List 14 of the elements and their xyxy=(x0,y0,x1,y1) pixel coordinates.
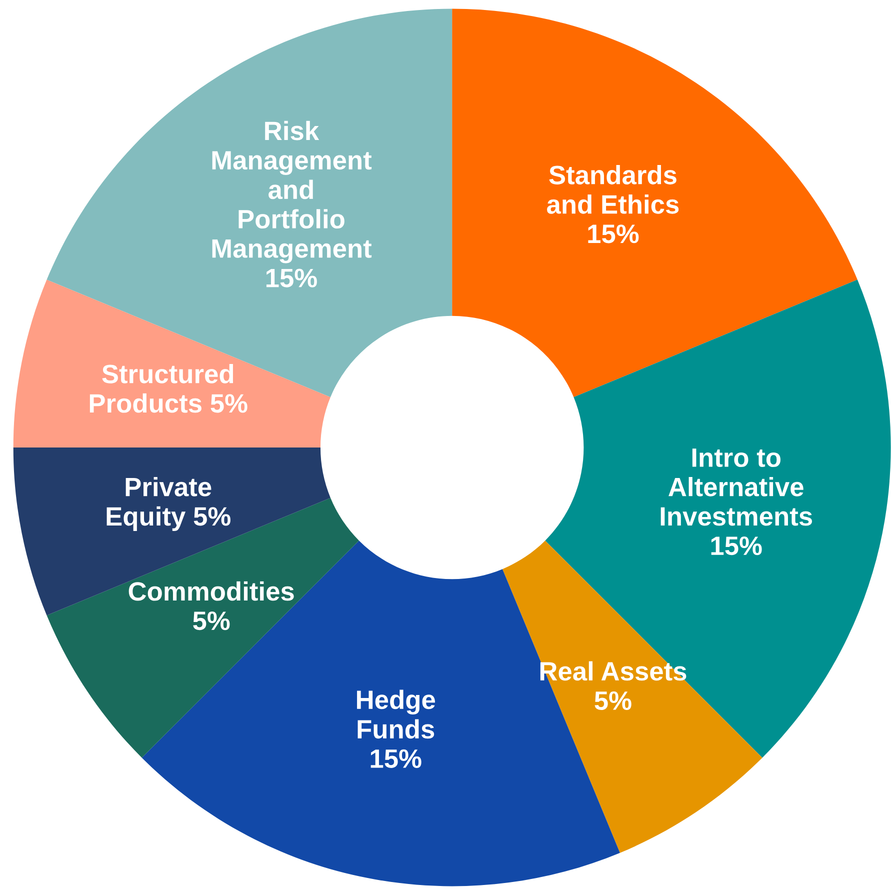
slice-label: Private Equity 5% xyxy=(106,477,230,531)
data-label: 15% xyxy=(266,268,317,288)
donut-slice xyxy=(452,8,858,398)
slice-label: Risk Management and Portfolio Management xyxy=(212,120,372,264)
data-label: 15% xyxy=(588,224,639,244)
data-label: 5% xyxy=(594,691,632,710)
data-label: 15% xyxy=(370,749,422,768)
slice-label: Commodities xyxy=(128,581,294,601)
slice-label: Standards and Ethics xyxy=(547,165,679,214)
slice-label: Structured Products 5% xyxy=(90,364,248,413)
data-label: 15% xyxy=(711,536,762,556)
slice-label: Intro to Alternative Investments xyxy=(660,448,812,526)
data-label: 5% xyxy=(193,612,230,630)
slice-label: Hedge Funds xyxy=(357,690,436,739)
